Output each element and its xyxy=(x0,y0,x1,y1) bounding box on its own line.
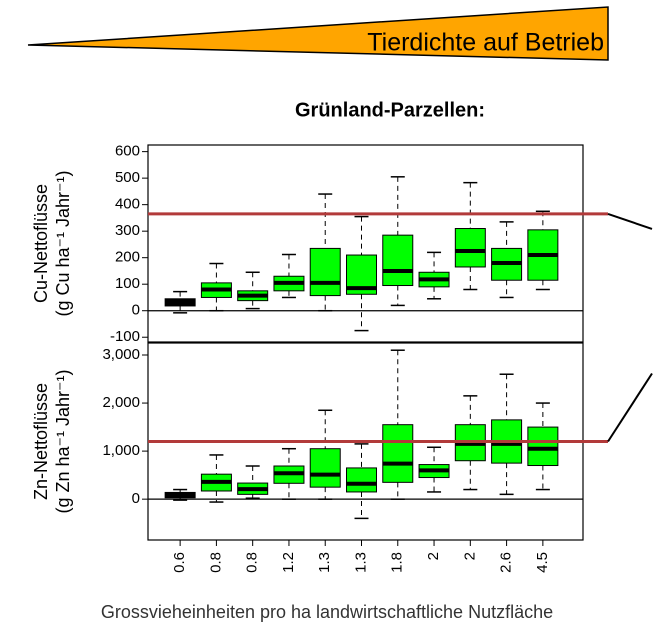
x-tick-label: 2 xyxy=(461,552,478,560)
x-tick-label: 4.5 xyxy=(534,552,551,573)
x-tick-label: 0.6 xyxy=(171,552,188,573)
x-tick-label: 2 xyxy=(425,552,442,560)
y-axis-label: (g Cu ha⁻¹ Jahr⁻¹) xyxy=(53,170,73,316)
y-axis-label: Zn-Nettoflüsse xyxy=(31,383,51,500)
x-tick-label: 1.2 xyxy=(280,552,297,573)
plot-frame xyxy=(147,144,584,343)
x-tick-label: 2.6 xyxy=(498,552,515,573)
y-tick-label: 0 xyxy=(132,490,140,507)
x-tick-label: 1.8 xyxy=(389,552,406,573)
x-tick-label: 0.8 xyxy=(207,552,224,573)
y-axis-label: (g Zn ha⁻¹ Jahr⁻¹) xyxy=(53,369,73,513)
x-tick-label: 1.3 xyxy=(352,552,369,573)
y-tick-label: 1,000 xyxy=(102,442,140,459)
banner-wedge xyxy=(27,6,609,61)
box xyxy=(454,228,486,268)
y-tick-label: 2,000 xyxy=(102,394,140,411)
box xyxy=(527,426,559,467)
y-tick-label: 400 xyxy=(115,196,140,213)
callout-line xyxy=(607,372,653,443)
y-tick-label: 0 xyxy=(132,302,140,319)
y-tick-label: -100 xyxy=(110,328,140,345)
chart-title: Grünland-Parzellen: xyxy=(295,99,485,121)
box xyxy=(382,234,414,287)
y-tick-label: 200 xyxy=(115,249,140,266)
x-tick-label: 1.3 xyxy=(316,552,333,573)
y-axis-label: Cu-Nettoflüsse xyxy=(31,184,51,303)
y-tick-label: 3,000 xyxy=(102,346,140,363)
box xyxy=(382,424,414,483)
y-tick-label: 600 xyxy=(115,143,140,160)
box xyxy=(309,448,341,488)
x-tick-label: 0.8 xyxy=(244,552,261,573)
callout-line xyxy=(607,212,653,230)
y-tick-label: 300 xyxy=(115,222,140,239)
y-tick-label: 500 xyxy=(115,169,140,186)
box xyxy=(346,467,377,493)
banner-text: Tierdichte auf Betrieb xyxy=(367,29,604,57)
x-axis-label: Grossvieheinheiten pro ha landwirtschaft… xyxy=(101,602,553,622)
box xyxy=(309,247,341,297)
y-tick-label: 100 xyxy=(115,275,140,292)
